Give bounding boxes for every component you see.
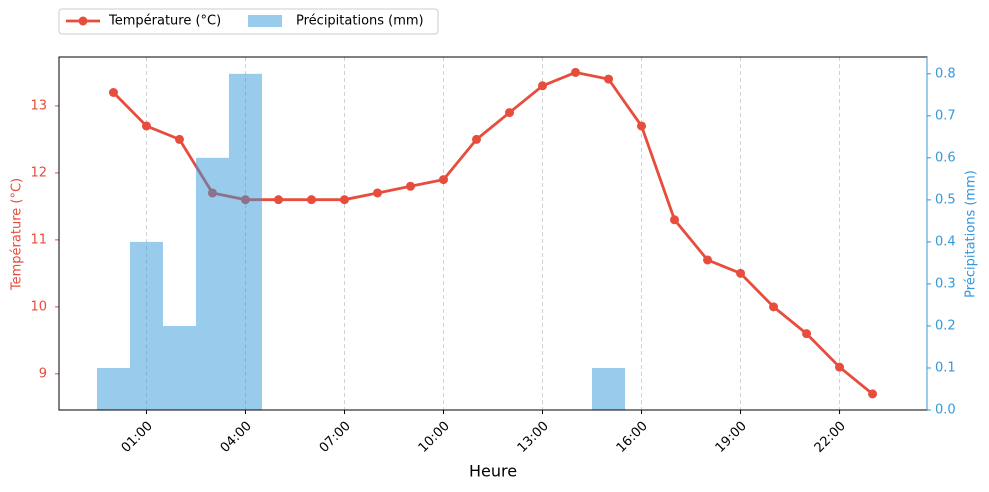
y2-axis-label: Précipitations (mm) [964, 170, 979, 298]
temperature-point [339, 195, 349, 205]
x-axis-label: Heure [469, 462, 517, 481]
y2-tick-label: 0.5 [935, 192, 956, 207]
y2-tick-label: 0.2 [935, 318, 956, 333]
legend-label: Température (°C) [108, 14, 221, 29]
temperature-point [471, 134, 481, 144]
x-tick-label: 16:00 [614, 419, 651, 456]
precipitation-bar [195, 157, 229, 410]
y-tick-label: 10 [30, 299, 47, 314]
y-tick-label: 12 [30, 165, 47, 180]
precipitation-bar [162, 325, 196, 410]
legend-patch [248, 15, 282, 27]
y-tick-label: 13 [30, 98, 47, 113]
temperature-point [571, 67, 581, 77]
y2-tick-label: 0.6 [935, 150, 956, 165]
temperature-point [505, 108, 515, 118]
y2-tick-label: 0.0 [935, 403, 956, 418]
temperature-point [141, 121, 151, 131]
y2-tick-label: 0.7 [935, 108, 956, 123]
precipitation-bar [96, 367, 130, 410]
temperature-point [108, 88, 118, 98]
x-tick-label: 10:00 [416, 419, 453, 456]
temperature-point [538, 81, 548, 91]
temperature-point [769, 302, 779, 312]
x-tick-label: 13:00 [515, 419, 552, 456]
y2-tick-label: 0.8 [935, 66, 956, 81]
y-axis-label: Température (°C) [10, 178, 25, 291]
precipitation-bar [592, 367, 626, 410]
x-tick-label: 04:00 [218, 419, 255, 456]
precipitation-bar [228, 73, 262, 411]
temperature-point [306, 195, 316, 205]
temperature-point [405, 181, 415, 191]
temperature-point [637, 121, 647, 131]
temperature-point [802, 329, 812, 339]
x-tick-label: 07:00 [317, 419, 354, 456]
temperature-point [438, 175, 448, 185]
y2-tick-label: 0.1 [935, 360, 956, 375]
temperature-point [174, 134, 184, 144]
temperature-point [736, 268, 746, 278]
x-tick-label: 22:00 [812, 419, 849, 456]
temperature-point [604, 74, 614, 84]
temperature-point [703, 255, 713, 265]
temperature-point [372, 188, 382, 198]
temperature-point [273, 195, 283, 205]
temperature-point [835, 362, 845, 372]
precipitation-bar [129, 241, 163, 410]
y2-tick-label: 0.4 [935, 234, 956, 249]
y-tick-label: 9 [39, 366, 47, 381]
legend-label: Précipitations (mm) [296, 14, 424, 29]
temperature-point [670, 215, 680, 225]
x-tick-label: 19:00 [713, 419, 750, 456]
legend-marker [78, 16, 88, 26]
y2-tick-label: 0.3 [935, 276, 956, 291]
temperature-point [868, 389, 878, 399]
x-tick-label: 01:00 [119, 419, 156, 456]
y-tick-label: 11 [30, 232, 47, 247]
